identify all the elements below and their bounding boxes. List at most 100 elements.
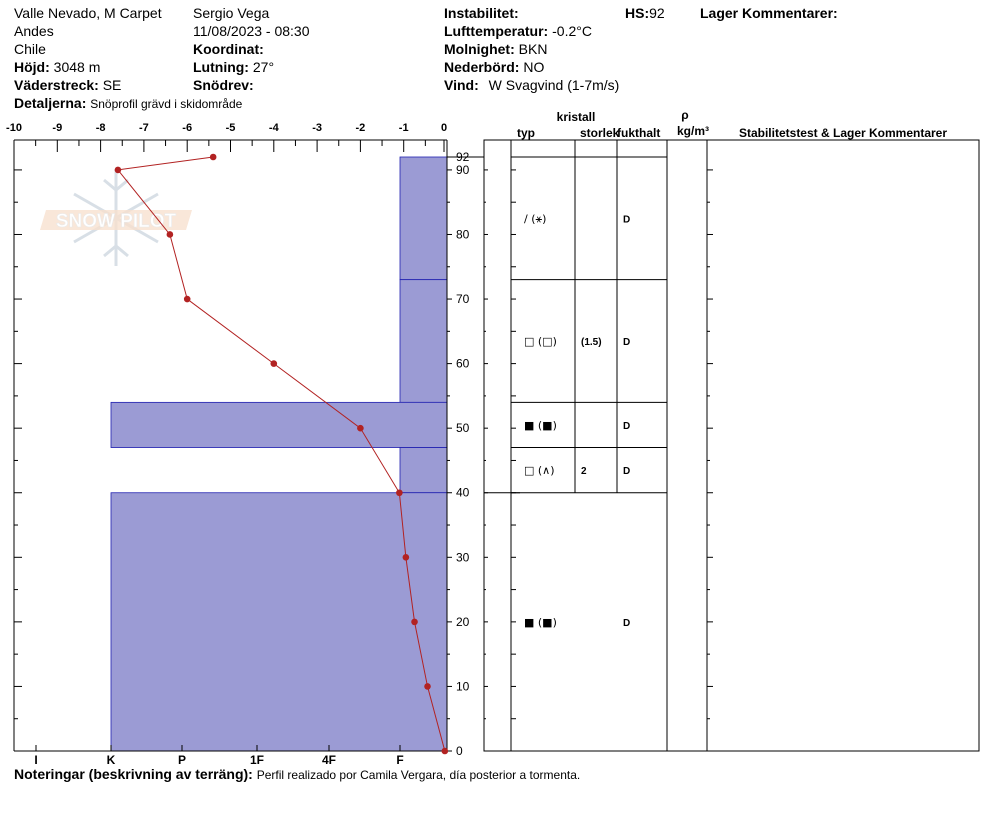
- layer-grain-size: (1.5): [581, 337, 602, 348]
- airtemp-row: Lufttemperatur: -0.2°C: [444, 22, 592, 40]
- details-label: Detaljerna:: [14, 95, 87, 111]
- temp-tick-label: 0: [441, 122, 447, 134]
- height-tick-label: 40: [456, 486, 470, 500]
- hardness-axis: I K P 1F 4F F: [34, 745, 404, 767]
- wind-value: W Svagvind (1-7m/s): [488, 77, 620, 93]
- layer-grain-form: ■ (■): [524, 419, 557, 432]
- temperature-profile: [114, 153, 449, 755]
- watermark-text: SNOW PILOT: [56, 211, 177, 232]
- hardness-tick-label: 4F: [322, 753, 336, 767]
- height-tick-label: 10: [456, 679, 470, 693]
- slope-label: Lutning:: [193, 59, 249, 75]
- hardness-tick-label: K: [107, 753, 116, 767]
- temp-tick-label: -9: [52, 122, 62, 134]
- hardness-tick-label: 1F: [250, 753, 264, 767]
- details-value: Snöprofil grävd i skidområde: [90, 97, 243, 111]
- left-minor-ticks: [14, 169, 22, 752]
- height-tick-label: 90: [456, 163, 470, 177]
- layer-moisture: D: [623, 421, 630, 432]
- temp-tick-label: -2: [356, 122, 366, 134]
- temp-tick-label: -10: [6, 122, 22, 134]
- layer-moisture: D: [623, 337, 630, 348]
- instability-label: Instabilitet:: [444, 5, 519, 21]
- layer-rows: / (⚹) D □ (□) (1.5) D ■ (■) D □ (∧) 2 D ■ (■) D: [484, 156, 667, 629]
- elevation-row: Höjd: 3048 m: [14, 58, 100, 76]
- hardness-bar: [110, 492, 448, 752]
- precip-value: NO: [523, 59, 545, 75]
- drift-row: Snödrev:: [193, 76, 254, 94]
- temp-point: [396, 489, 403, 497]
- height-tick-label: 30: [456, 550, 470, 564]
- temp-tick-label: -1: [399, 122, 409, 134]
- table-header: kristall typ storlek fukthalt ρ kg/m³ St…: [517, 108, 947, 140]
- snowpilot-watermark: SNOW PILOT: [40, 170, 192, 266]
- header-type: typ: [517, 126, 535, 140]
- airtemp-label: Lufttemperatur:: [444, 23, 549, 39]
- aspect-row: Väderstreck: SE: [14, 76, 121, 94]
- header-rho: ρ: [681, 108, 688, 122]
- layer-grain-size: 2: [581, 466, 587, 477]
- layer-grain-form: / (⚹): [524, 212, 546, 225]
- temp-point: [166, 231, 174, 238]
- temp-tick-label: -8: [96, 122, 106, 134]
- layer-table-frame: [483, 139, 980, 752]
- header-size: storlek: [580, 126, 620, 140]
- hardness-tick-label: F: [396, 753, 403, 767]
- hs-value: 92: [649, 5, 665, 21]
- temp-point: [424, 683, 431, 690]
- temp-point: [402, 554, 410, 561]
- slope-row: Lutning: 27°: [193, 58, 274, 76]
- observer-name: Sergio Vega: [193, 5, 270, 21]
- hardness-bars: [110, 156, 448, 752]
- location-name: Valle Nevado, M Carpet: [14, 5, 162, 21]
- instability-row: Instabilitet:: [444, 4, 519, 22]
- height-tick-label: 70: [456, 292, 470, 306]
- mountain-range: Andes: [14, 23, 54, 39]
- header-crystal: kristall: [557, 110, 596, 124]
- wind-row: Vind: W Svagvind (1-7m/s): [444, 76, 619, 94]
- observation-datetime: 11/08/2023 - 08:30: [193, 23, 310, 39]
- height-tick-label: 20: [456, 615, 470, 629]
- hardness-bar: [110, 401, 448, 448]
- temp-point: [441, 747, 449, 755]
- sky-label: Molnighet:: [444, 41, 515, 57]
- layer-grain-form: □ (∧): [524, 464, 555, 477]
- height-tick-label: 50: [456, 421, 470, 435]
- elevation-label: Höjd:: [14, 59, 50, 75]
- layer-moisture: D: [623, 214, 630, 225]
- notes-row: Noteringar (beskrivning av terräng): Per…: [14, 766, 580, 782]
- height-tick-label: 80: [456, 227, 470, 241]
- country: Chile: [14, 41, 46, 57]
- header-stability: Stabilitetstest & Lager Kommentarer: [739, 126, 947, 140]
- temp-tick-label: -7: [139, 122, 149, 134]
- aspect-value: SE: [102, 77, 122, 93]
- hardness-tick-label: I: [34, 753, 37, 767]
- hs-label: HS:: [625, 5, 650, 21]
- temp-tick-label: -5: [226, 122, 236, 134]
- hardness-tick-label: P: [178, 753, 186, 767]
- drift-label: Snödrev:: [193, 77, 254, 93]
- header-moisture: fukthalt: [617, 126, 660, 140]
- header-density-unit: kg/m³: [677, 124, 709, 138]
- temp-point: [357, 424, 364, 432]
- wind-label: Vind:: [444, 77, 479, 93]
- temp-point: [209, 153, 217, 161]
- sky-value: BKN: [518, 41, 548, 57]
- temp-tick-label: -4: [269, 122, 280, 134]
- layer-comments-label: Lager Kommentarer:: [700, 5, 838, 21]
- airtemp-value: -0.2°C: [552, 23, 592, 39]
- temp-point: [411, 618, 418, 626]
- hardness-bar: [399, 156, 448, 281]
- height-tick-label: 60: [456, 357, 470, 371]
- temp-point: [114, 166, 122, 174]
- details-row: Detaljerna: Snöprofil grävd i skidområde: [14, 94, 242, 113]
- layer-grain-form: ■ (■): [524, 616, 557, 629]
- layer-moisture: D: [623, 466, 630, 477]
- layer-grain-form: □ (□): [524, 335, 557, 348]
- layer-moisture: D: [623, 618, 630, 629]
- precip-row: Nederbörd: NO: [444, 58, 544, 76]
- hardness-bar: [399, 279, 448, 403]
- height-tick-label: 0: [456, 744, 463, 758]
